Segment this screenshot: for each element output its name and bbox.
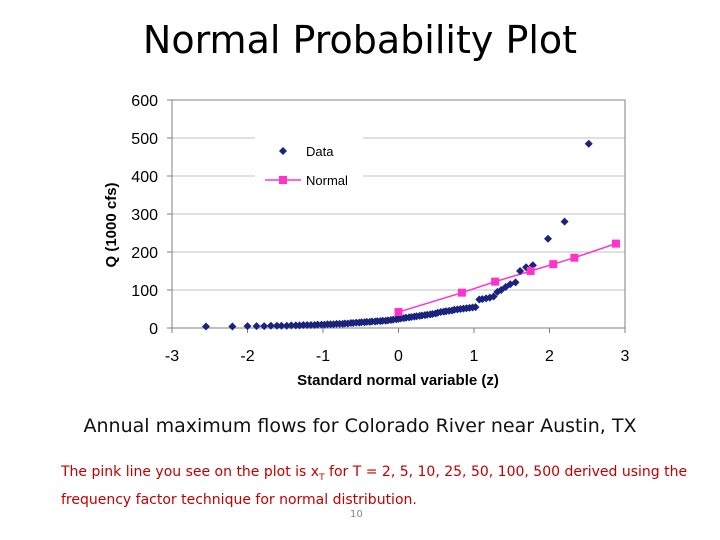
data-point — [228, 322, 237, 331]
normal-point — [611, 239, 620, 248]
y-tick-label: 500 — [131, 131, 158, 148]
normal-point — [457, 288, 466, 297]
data-point — [560, 217, 569, 226]
legend-normal-marker-icon — [279, 176, 287, 184]
normal-probability-chart: 0 100 200 300 400 500 600 -3 -2 -1 0 1 2 3 Data Norm… — [103, 93, 630, 389]
normal-point — [549, 260, 558, 269]
chart-gridlines — [172, 137, 625, 291]
y-tick-label: 600 — [131, 93, 158, 110]
normal-series-line — [398, 242, 617, 313]
data-point — [201, 322, 210, 331]
data-point — [511, 278, 520, 287]
normal-point — [526, 267, 535, 275]
normal-point — [491, 277, 500, 286]
x-tick-label: -2 — [240, 348, 254, 365]
data-point — [543, 234, 552, 243]
data-point — [482, 294, 491, 303]
x-axis-ticks: -3 -2 -1 0 1 2 3 — [165, 328, 630, 365]
data-point — [266, 321, 275, 330]
chart-legend: Data Normal — [255, 135, 363, 197]
x-tick-label: 2 — [545, 348, 554, 365]
data-point — [584, 139, 593, 148]
y-axis-label: Q (1000 cfs) — [103, 182, 120, 267]
note-text-part2: for T = 2, 5, 10, 25, 50, 100, 500 deriv… — [61, 464, 688, 508]
x-tick-label: -1 — [316, 348, 330, 365]
page-number: 10 — [350, 509, 363, 520]
normal-fit-line — [398, 242, 617, 313]
y-tick-label: 100 — [131, 283, 158, 300]
data-point — [272, 321, 281, 330]
data-series-points — [201, 139, 593, 331]
note-subscript: T — [319, 472, 325, 483]
data-point — [287, 321, 296, 330]
y-tick-label: 0 — [149, 321, 158, 338]
note-text-part1: The pink line you see on the plot is x — [61, 464, 320, 480]
page-title: Normal Probability Plot — [142, 18, 578, 62]
explanation-note: The pink line you see on the plot is xT … — [61, 461, 701, 511]
data-point — [489, 292, 498, 301]
legend-data-marker-icon — [279, 147, 287, 155]
data-point — [506, 280, 515, 289]
data-point — [516, 267, 525, 275]
data-point — [252, 322, 261, 331]
normal-point — [394, 308, 403, 317]
legend-box — [255, 135, 363, 197]
x-axis-label: Standard normal variable (z) — [297, 372, 499, 389]
y-tick-label: 300 — [131, 207, 158, 224]
data-point — [282, 321, 291, 330]
normal-series-points — [394, 239, 620, 317]
normal-point — [570, 253, 579, 262]
x-tick-label: 0 — [394, 348, 403, 365]
y-tick-label: 400 — [131, 169, 158, 186]
legend-normal-label: Normal — [306, 173, 348, 188]
data-point — [277, 321, 286, 330]
data-point — [471, 303, 480, 312]
x-tick-label: -3 — [165, 348, 179, 365]
x-tick-label: 3 — [621, 348, 630, 365]
chart-caption: Annual maximum flows for Colorado River … — [83, 415, 637, 437]
y-axis-ticks: 0 100 200 300 400 500 600 — [131, 93, 172, 338]
y-tick-label: 200 — [131, 245, 158, 262]
legend-data-label: Data — [306, 144, 334, 159]
x-tick-label: 1 — [470, 348, 479, 365]
data-point — [260, 322, 269, 331]
data-point — [243, 322, 252, 331]
